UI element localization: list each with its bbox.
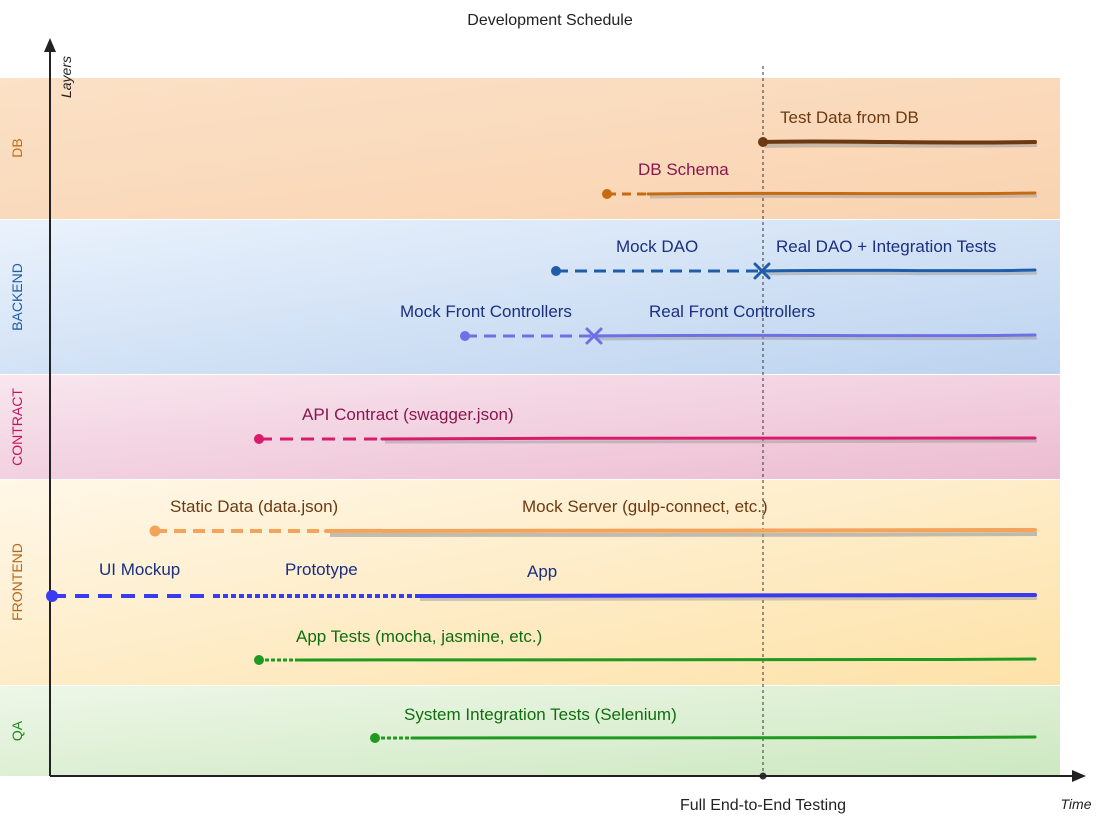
band-label-backend: BACKEND [9, 263, 25, 331]
track-app-tests: App Tests (mocha, jasmine, etc.) [254, 627, 1037, 665]
label-api-contract: API Contract (swagger.json) [302, 405, 514, 424]
label-real-front-controllers: Real Front Controllers [649, 302, 815, 321]
band-label-frontend: FRONTEND [9, 543, 25, 621]
controllers-switch-icon [585, 327, 603, 345]
label-app: App [527, 562, 557, 581]
band-qa [0, 686, 1060, 776]
dao-switch-icon [753, 262, 771, 280]
band-backend [0, 220, 1060, 374]
label-mock-server: Mock Server (gulp-connect, etc.) [522, 497, 768, 516]
band-label-qa: QA [9, 720, 25, 741]
label-system-tests: System Integration Tests (Selenium) [404, 705, 677, 724]
track-system-tests: System Integration Tests (Selenium) [370, 705, 1037, 743]
label-static-data: Static Data (data.json) [170, 497, 338, 516]
label-real-dao: Real DAO + Integration Tests [776, 237, 996, 256]
milestone-label: Full End-to-End Testing [680, 797, 846, 814]
label-ui-mockup: UI Mockup [99, 560, 180, 579]
band-contract [0, 375, 1060, 479]
band-label-contract: CONTRACT [9, 388, 25, 466]
diagram-title: Development Schedule [467, 12, 633, 29]
band-frontend [0, 480, 1060, 685]
y-axis-label: Layers [58, 56, 74, 98]
label-mock-front-controllers: Mock Front Controllers [400, 302, 572, 321]
label-prototype: Prototype [285, 560, 358, 579]
track-app: UI Mockup Prototype App [46, 560, 1038, 602]
x-axis-arrow-icon [1072, 770, 1086, 782]
band-label-db: DB [9, 138, 25, 157]
track-test-data: Test Data from DB [758, 108, 1038, 148]
x-axis-label: Time [1061, 796, 1092, 812]
label-app-tests: App Tests (mocha, jasmine, etc.) [296, 627, 542, 646]
track-db-schema: DB Schema [602, 160, 1038, 199]
track-front-controllers: Mock Front Controllers Real Front Contro… [400, 302, 1038, 345]
label-mock-dao: Mock DAO [616, 237, 698, 256]
track-static-data: Static Data (data.json) Mock Server (gul… [149, 497, 1038, 537]
label-test-data: Test Data from DB [780, 108, 919, 127]
track-dao: Mock DAO Real DAO + Integration Tests [551, 237, 1038, 280]
label-db-schema: DB Schema [638, 160, 729, 179]
y-axis-arrow-icon [44, 38, 56, 52]
track-api-contract: API Contract (swagger.json) [254, 405, 1038, 444]
